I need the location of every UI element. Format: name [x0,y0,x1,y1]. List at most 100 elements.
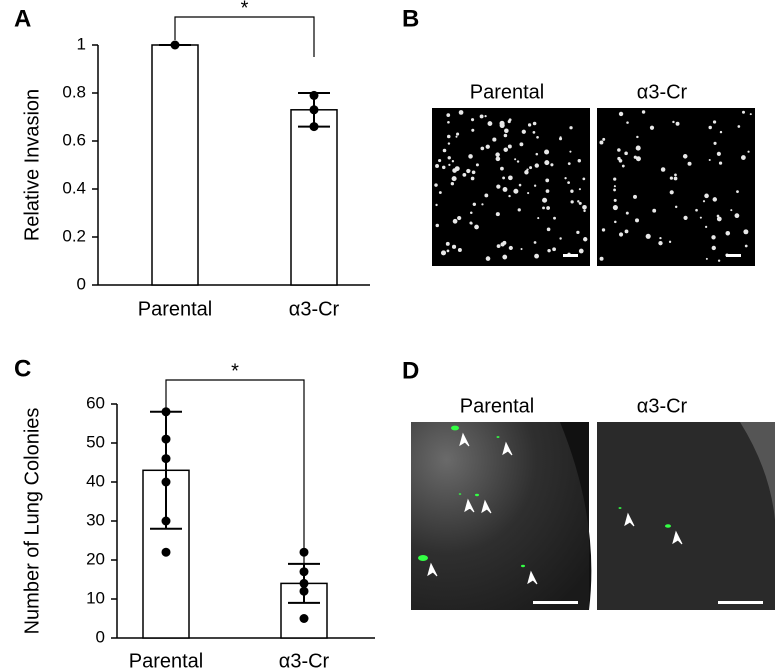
cell [534,163,539,168]
cell [480,146,485,151]
cell [469,221,473,225]
cell [474,224,479,230]
cell [683,215,688,220]
cell [533,241,537,244]
cell [472,202,477,206]
cell [578,248,584,254]
cell [567,181,570,184]
cell [564,177,567,180]
cell [552,247,556,252]
cell [741,110,746,114]
colony [665,524,671,528]
image-title: Parental [470,81,545,103]
cell [455,135,458,138]
colonies [418,425,683,585]
cell [507,144,512,149]
y-tick-label: 0.4 [62,178,86,197]
cell [569,126,573,130]
panel-label: B [402,5,419,32]
cell [517,208,521,212]
cell [519,142,524,147]
cell [468,169,471,172]
data-point [161,477,171,487]
cell [705,257,708,260]
y-tick-label: 30 [86,510,105,529]
cell [481,203,484,206]
cell [508,245,513,251]
cell [529,166,533,170]
cell [649,125,655,130]
cell [567,162,571,166]
cell [582,204,587,210]
cell [457,215,462,221]
cell [553,216,556,220]
scale-bar [563,254,578,257]
cell [704,193,709,199]
cell [636,135,639,139]
cell [442,165,446,170]
cell [612,204,618,211]
cell [641,110,646,114]
cell [687,161,692,166]
cell [508,175,513,181]
cell [516,160,520,163]
cell [718,161,723,165]
y-tick-label: 10 [86,588,105,607]
colony [521,564,525,568]
cell [740,155,746,160]
cell [658,240,663,246]
cell [613,198,617,202]
y-tick-label: 0.6 [62,130,86,149]
cell [601,228,606,232]
cell [621,164,625,168]
cell [602,137,606,141]
arrowhead [624,512,635,527]
y-tick-label: 0.2 [62,226,86,245]
cell [518,183,522,187]
cell [570,189,574,193]
significance-label: * [231,360,239,382]
tissue-edge [740,422,775,520]
cell [451,160,455,163]
cell [447,142,451,145]
bar [151,44,199,286]
cell [507,120,511,124]
cell [434,183,438,187]
cell [547,248,551,253]
x-tick-label: Parental [129,650,204,672]
cell [659,236,662,240]
cell [438,158,442,163]
cell [618,232,624,237]
y-axis-label: Relative Invasion [21,89,43,241]
cells [434,110,752,262]
cell [550,163,554,167]
arrowhead [527,570,538,585]
cell [744,244,748,248]
cell [454,166,460,172]
cell [471,170,476,175]
cell [569,150,572,153]
x-tick-label: α3-Cr [279,650,330,672]
cell [532,121,537,126]
cell [502,187,508,192]
cell [613,185,616,188]
cell [682,154,688,159]
arrowhead [464,498,475,513]
cell [448,163,451,167]
data-point [309,105,319,115]
cell [487,121,493,126]
cell [716,214,720,218]
cell [582,177,586,181]
cell [537,217,540,220]
cell [673,176,678,181]
cell [645,233,651,239]
cell [559,237,562,240]
cell [713,141,717,145]
cell [544,160,550,166]
cell [503,147,508,152]
significance-label: * [241,0,249,19]
cell [578,201,582,205]
cell [734,213,740,219]
cell [624,151,628,156]
y-tick-label: 40 [86,471,105,490]
